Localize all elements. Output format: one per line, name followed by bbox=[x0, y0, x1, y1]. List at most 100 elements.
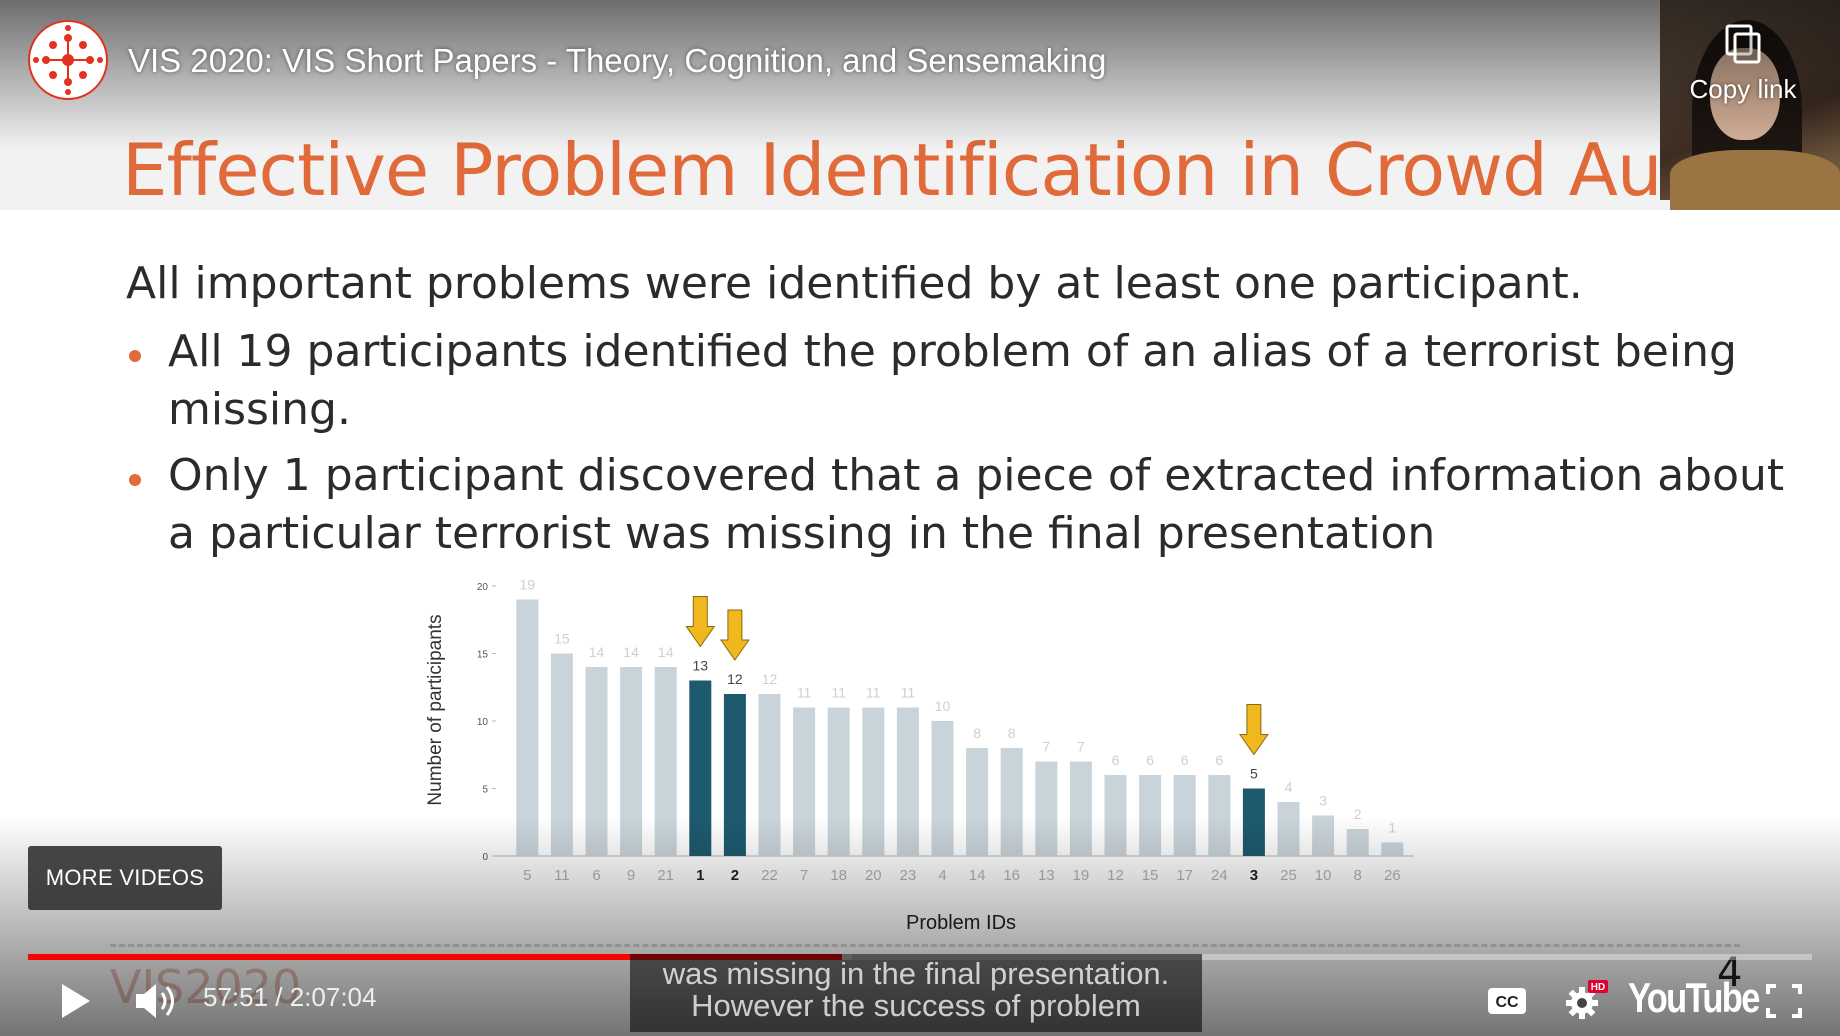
fullscreen-icon bbox=[1766, 984, 1802, 1018]
subtitles-button[interactable]: CC bbox=[1486, 978, 1528, 1024]
bar-value-label: 19 bbox=[520, 577, 536, 593]
x-tick-label: 6 bbox=[592, 867, 600, 884]
x-tick-label: 11 bbox=[554, 867, 570, 884]
bar-18 bbox=[827, 707, 850, 856]
x-tick-label: 18 bbox=[830, 867, 847, 884]
bar-value-label: 10 bbox=[935, 698, 951, 714]
bar-value-label: 13 bbox=[693, 658, 709, 674]
y-tick-label: 15 bbox=[477, 650, 489, 661]
x-tick-label: 20 bbox=[865, 867, 882, 884]
bar-10 bbox=[1312, 815, 1335, 856]
copy-link-button[interactable]: Copy link bbox=[1680, 22, 1806, 105]
caption-line-1: was missing in the final presentation. bbox=[662, 956, 1170, 991]
bar-value-label: 1 bbox=[1388, 820, 1396, 836]
x-tick-label: 22 bbox=[761, 867, 778, 884]
svg-text:HD: HD bbox=[1591, 982, 1605, 993]
bar-8 bbox=[1346, 829, 1369, 856]
bar-21 bbox=[654, 667, 677, 856]
bullet-1-line-1: All 19 participants identified the probl… bbox=[168, 326, 1737, 377]
x-tick-label: 19 bbox=[1073, 867, 1090, 884]
x-tick-label: 10 bbox=[1315, 867, 1332, 884]
video-title[interactable]: VIS 2020: VIS Short Papers - Theory, Cog… bbox=[128, 42, 1107, 79]
bar-23 bbox=[896, 707, 919, 856]
time-display: 57:51 / 2:07:04 bbox=[203, 982, 377, 1012]
x-tick-label: 26 bbox=[1384, 867, 1401, 884]
closed-captions-icon: CC bbox=[1488, 988, 1526, 1014]
bar-value-label: 15 bbox=[554, 631, 570, 647]
bar-9 bbox=[620, 667, 643, 856]
player-controls: 57:51 / 2:07:04 CC bbox=[0, 966, 1840, 1036]
y-tick-label: 5 bbox=[482, 785, 488, 796]
bar-value-label: 12 bbox=[762, 671, 778, 687]
x-tick-label: 3 bbox=[1250, 867, 1258, 884]
bar-20 bbox=[862, 707, 885, 856]
bullet-dot bbox=[129, 350, 141, 362]
bar-24 bbox=[1208, 775, 1231, 856]
bar-value-label: 4 bbox=[1285, 779, 1293, 795]
bar-value-label: 11 bbox=[797, 685, 812, 701]
bar-value-label: 14 bbox=[589, 644, 605, 660]
bar-value-label: 6 bbox=[1181, 752, 1189, 768]
bar-value-label: 11 bbox=[831, 685, 846, 701]
bar-1 bbox=[689, 680, 712, 856]
x-tick-label: 15 bbox=[1142, 867, 1159, 884]
x-tick-label: 8 bbox=[1354, 867, 1362, 884]
bar-6 bbox=[585, 667, 608, 856]
more-videos-button[interactable]: MORE VIDEOS bbox=[28, 846, 222, 910]
bar-value-label: 14 bbox=[658, 644, 674, 660]
bar-value-label: 6 bbox=[1112, 752, 1120, 768]
bar-17 bbox=[1173, 775, 1196, 856]
caption-line-2: However the success of problem bbox=[691, 988, 1141, 1023]
x-tick-label: 21 bbox=[657, 867, 674, 884]
bullet-2-line-2: a particular terrorist was missing in th… bbox=[168, 508, 1436, 559]
bar-13 bbox=[1035, 761, 1058, 856]
channel-avatar[interactable] bbox=[28, 20, 108, 100]
ieee-vis-logo-icon bbox=[30, 22, 106, 98]
bullet-1-line-2: missing. bbox=[168, 384, 351, 435]
highlight-arrow-icon bbox=[719, 609, 750, 661]
bar-19 bbox=[1069, 761, 1092, 856]
bar-value-label: 5 bbox=[1250, 766, 1258, 782]
x-tick-label: 16 bbox=[1003, 867, 1020, 884]
settings-button[interactable]: HD bbox=[1560, 976, 1610, 1026]
gear-icon: HD bbox=[1566, 980, 1608, 1019]
highlight-arrow-icon bbox=[1238, 704, 1269, 756]
bullet-2-line-1: Only 1 participant discovered that a pie… bbox=[168, 450, 1785, 501]
x-tick-label: 24 bbox=[1211, 867, 1228, 884]
presenter-body bbox=[1670, 150, 1840, 210]
hd-badge bbox=[1588, 980, 1608, 993]
volume-button[interactable] bbox=[132, 978, 180, 1024]
bar-value-label: 8 bbox=[1008, 725, 1016, 741]
x-tick-label: 9 bbox=[627, 867, 635, 884]
bar-value-label: 7 bbox=[1077, 739, 1085, 755]
play-icon bbox=[62, 984, 90, 1018]
bar-15 bbox=[1139, 775, 1162, 856]
bar-value-label: 14 bbox=[623, 644, 639, 660]
highlight-arrow-icon bbox=[685, 596, 716, 648]
bar-14 bbox=[966, 748, 989, 856]
closed-captions: was missing in the final presentation. H… bbox=[630, 954, 1202, 1032]
bar-value-label: 11 bbox=[866, 685, 881, 701]
youtube-logo[interactable]: YouTube bbox=[1628, 974, 1760, 1021]
copy-icon bbox=[1725, 24, 1761, 64]
bar-value-label: 3 bbox=[1319, 793, 1327, 809]
bar-value-label: 7 bbox=[1042, 739, 1050, 755]
bar-5 bbox=[516, 599, 539, 856]
bar-4 bbox=[931, 721, 954, 856]
x-tick-label: 12 bbox=[1107, 867, 1124, 884]
y-tick-label: 0 bbox=[482, 852, 488, 863]
bar-value-label: 6 bbox=[1215, 752, 1223, 768]
chart-x-axis-label: Problem IDs bbox=[905, 912, 1017, 934]
play-button[interactable] bbox=[56, 978, 96, 1024]
bar-26 bbox=[1381, 842, 1404, 856]
bar-16 bbox=[1000, 748, 1023, 856]
bar-22 bbox=[758, 694, 781, 856]
x-tick-label: 14 bbox=[969, 867, 986, 884]
bar-value-label: 8 bbox=[973, 725, 981, 741]
bar-value-label: 2 bbox=[1354, 806, 1362, 822]
fullscreen-button[interactable] bbox=[1764, 978, 1804, 1024]
bar-value-label: 12 bbox=[727, 671, 743, 687]
x-tick-label: 23 bbox=[900, 867, 917, 884]
